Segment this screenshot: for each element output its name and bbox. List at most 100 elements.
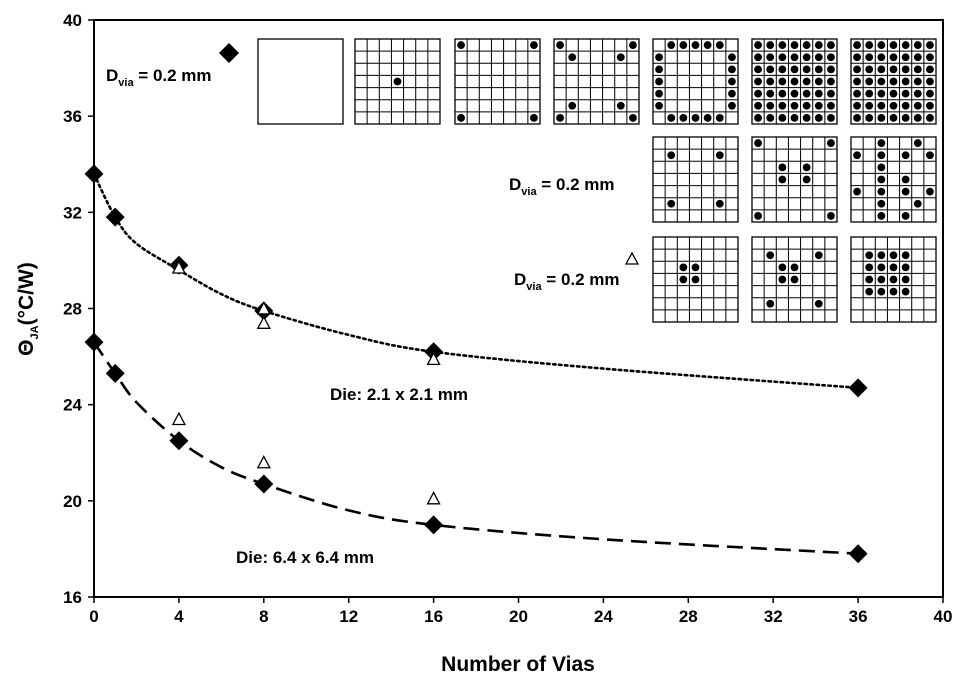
y-tick-label: 32 — [63, 203, 82, 222]
y-axis-label-symbol: Θ — [15, 339, 38, 355]
via-dot — [715, 114, 724, 122]
via-dot — [778, 89, 787, 98]
via-dot — [814, 65, 823, 74]
via-dot — [913, 53, 922, 62]
y-axis-label-unit: (°C/W) — [15, 262, 38, 325]
via-dot — [889, 263, 898, 272]
via-dot — [865, 77, 874, 86]
via-dot — [790, 41, 799, 49]
data-markers — [84, 164, 868, 564]
via-dot — [814, 53, 823, 62]
data-point-diamond — [169, 431, 189, 451]
x-tick-label: 24 — [594, 607, 613, 626]
via-dot — [853, 65, 861, 74]
via-dot — [901, 77, 910, 86]
via-dot — [802, 41, 811, 49]
via-dot — [778, 263, 787, 272]
x-axis-label: Number of Vias — [441, 653, 595, 674]
via-dot — [766, 89, 775, 98]
via-dot — [877, 89, 886, 98]
via-dot — [853, 53, 861, 62]
data-point-triangle — [256, 454, 271, 469]
via-dot — [926, 187, 934, 196]
via-grid-inset — [751, 136, 838, 223]
via-dot — [667, 199, 676, 208]
via-dot — [877, 77, 886, 86]
via-grid-frame — [257, 38, 344, 125]
y-axis-label-subscript: JA — [29, 325, 41, 339]
via-dot — [754, 139, 762, 147]
y-tick-label: 16 — [63, 588, 82, 607]
via-dot — [778, 275, 787, 284]
via-dot — [877, 199, 886, 208]
via-dot — [865, 251, 874, 260]
via-dot — [667, 114, 676, 122]
via-dot — [691, 263, 700, 272]
via-grid-inset — [354, 38, 441, 125]
via-dot — [889, 77, 898, 86]
data-point-diamond — [848, 378, 868, 398]
via-dot — [827, 212, 835, 220]
via-dot — [790, 65, 799, 74]
via-dot — [778, 53, 787, 62]
via-dot — [802, 77, 811, 86]
via-dot — [877, 275, 886, 284]
via-dot — [457, 114, 465, 122]
via-dot — [926, 41, 934, 49]
via-dot — [556, 41, 564, 49]
via-dot — [889, 89, 898, 98]
via-dot — [616, 53, 625, 62]
via-dot — [679, 263, 688, 272]
via-dot — [778, 175, 787, 184]
via-dot — [901, 151, 910, 160]
via-dot — [766, 101, 775, 110]
via-dot — [814, 77, 823, 86]
via-dot — [766, 77, 775, 86]
via-dot — [877, 101, 886, 110]
via-dot — [865, 53, 874, 62]
via-dot — [790, 89, 799, 98]
legend-triangle-marker — [624, 251, 640, 265]
via-dot — [802, 163, 811, 172]
via-dot — [814, 299, 823, 308]
legend-label-2: Dvia = 0.2 mm — [509, 175, 615, 198]
via-dot — [790, 101, 799, 110]
via-dot — [691, 41, 700, 49]
via-dot — [877, 41, 886, 49]
via-dot — [766, 53, 775, 62]
via-dot — [901, 251, 910, 260]
via-dot — [877, 114, 886, 122]
via-dot — [827, 53, 835, 62]
via-dot — [814, 101, 823, 110]
via-dot — [778, 163, 787, 172]
via-grid-frame — [652, 136, 739, 223]
via-dot — [754, 212, 762, 220]
via-dot — [901, 41, 910, 49]
via-dot — [901, 101, 910, 110]
via-grid-inset — [850, 136, 937, 223]
via-dot — [865, 89, 874, 98]
via-dot — [889, 287, 898, 296]
via-dot — [802, 53, 811, 62]
via-dot — [877, 287, 886, 296]
via-dot — [926, 89, 934, 98]
via-dot — [766, 41, 775, 49]
via-dot — [754, 65, 762, 74]
via-dot — [728, 77, 736, 86]
via-dot — [667, 151, 676, 160]
via-dot — [889, 65, 898, 74]
plot-frame — [93, 19, 944, 598]
via-dot — [802, 89, 811, 98]
via-dot — [853, 101, 861, 110]
via-dot — [827, 139, 835, 147]
via-dot — [901, 65, 910, 74]
data-point-triangle — [171, 411, 186, 426]
via-dot — [877, 263, 886, 272]
via-dot — [790, 263, 799, 272]
via-dot — [889, 114, 898, 122]
x-tick-label: 8 — [259, 607, 268, 626]
via-dot — [778, 114, 787, 122]
via-dot — [790, 77, 799, 86]
via-dot — [926, 151, 934, 160]
via-dot — [530, 114, 538, 122]
